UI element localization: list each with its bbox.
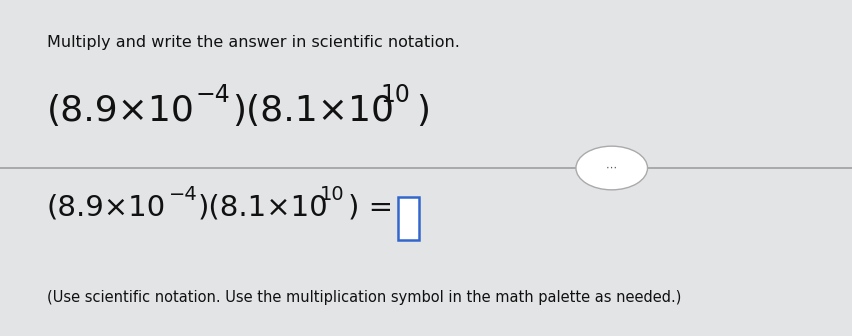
Text: ): ) (417, 94, 430, 128)
Text: (Use scientific notation. Use the multiplication symbol in the math palette as n: (Use scientific notation. Use the multip… (47, 290, 682, 305)
Text: 10: 10 (320, 185, 344, 204)
Text: ) =: ) = (348, 193, 394, 221)
Text: (8.9×10: (8.9×10 (47, 94, 195, 128)
Text: (8.9×10: (8.9×10 (47, 193, 166, 221)
Text: −4: −4 (196, 83, 231, 108)
Text: )(8.1×10: )(8.1×10 (198, 193, 328, 221)
Text: Multiply and write the answer in scientific notation.: Multiply and write the answer in scienti… (47, 35, 460, 50)
Text: )(8.1×10: )(8.1×10 (232, 94, 394, 128)
Text: ⋯: ⋯ (606, 163, 618, 173)
Ellipse shape (576, 146, 648, 190)
FancyBboxPatch shape (398, 197, 419, 240)
Text: 10: 10 (381, 83, 411, 108)
Text: −4: −4 (169, 185, 198, 204)
